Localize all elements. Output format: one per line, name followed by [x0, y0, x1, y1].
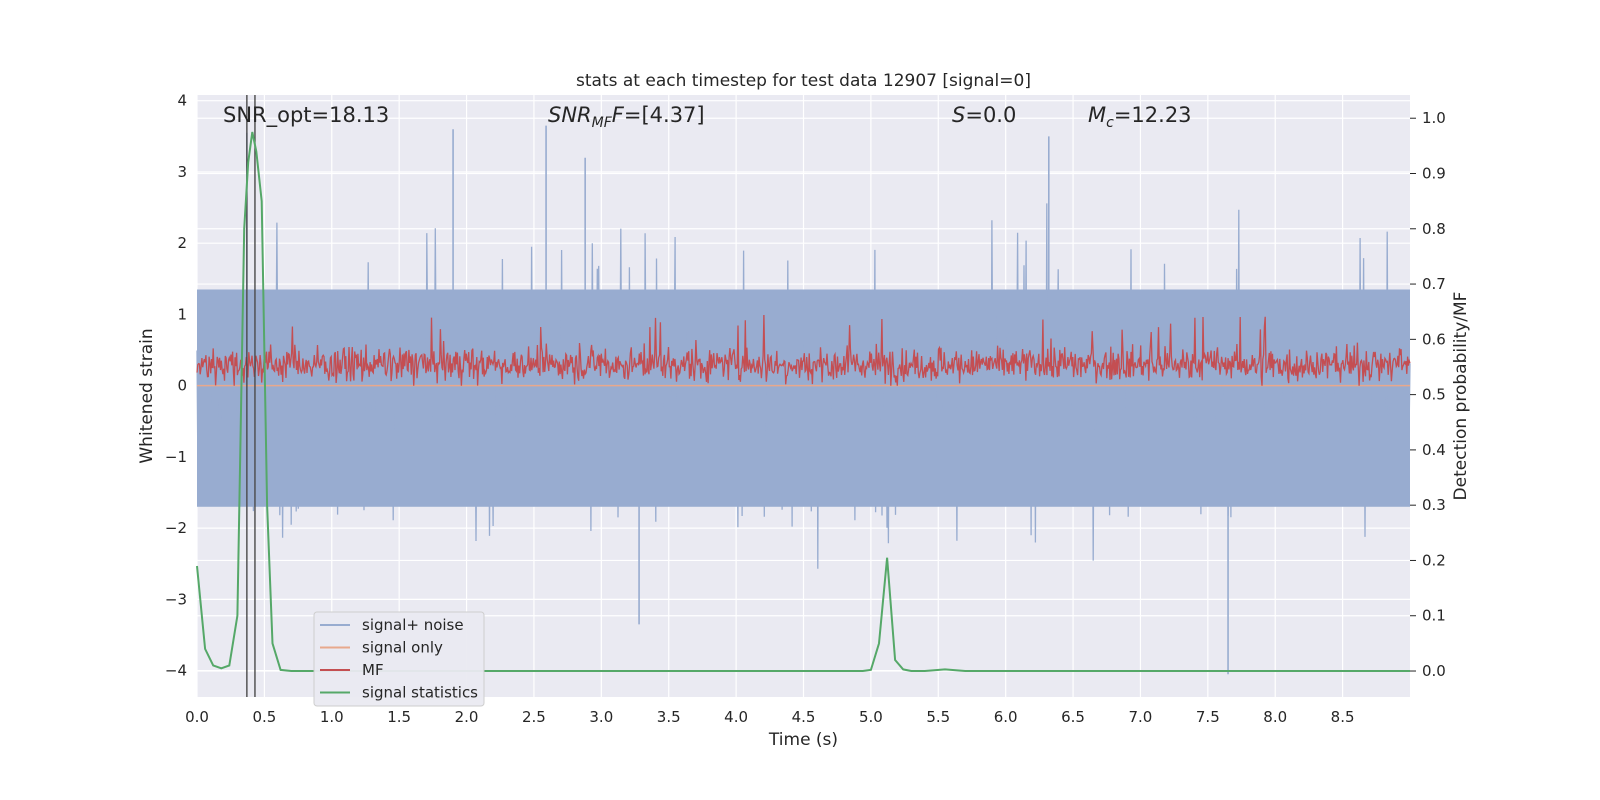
- x-tick-label: 6.5: [1061, 708, 1085, 726]
- y-tick-label: 3: [177, 163, 187, 181]
- x-tick-label: 8.5: [1331, 708, 1355, 726]
- x-tick-label: 4.5: [792, 708, 816, 726]
- legend-label: signal+ noise: [362, 616, 464, 634]
- noise-waveform: [196, 203, 1411, 569]
- y-tick-label: −1: [165, 448, 187, 466]
- annotation-snr-mf-f: F: [612, 103, 625, 127]
- annotation-statistic-value: =0.0: [965, 103, 1016, 127]
- x-tick-label: 7.5: [1196, 708, 1220, 726]
- x-tick-label: 2.5: [522, 708, 546, 726]
- x-tick-label: 4.0: [724, 708, 748, 726]
- x-tick-label: 5.5: [926, 708, 950, 726]
- y2-tick-label: 0.0: [1422, 662, 1446, 680]
- y-tick-label: 2: [177, 234, 187, 252]
- x-tick-label: 2.0: [455, 708, 479, 726]
- annotation-snr-mf-prefix: SNR: [548, 103, 592, 127]
- y2-tick-label: 0.7: [1422, 275, 1446, 293]
- y-tick-label: −4: [165, 662, 187, 680]
- legend: signal+ noise signal only MF signal statist…: [313, 611, 485, 707]
- x-tick-label: 0.5: [252, 708, 276, 726]
- y2-tick-label: 0.4: [1422, 441, 1446, 459]
- y2-tick-label: 0.9: [1422, 164, 1446, 182]
- x-axis-label: Time (s): [768, 730, 838, 750]
- mf-waveform: [196, 314, 1411, 386]
- y-tick-label: 0: [177, 377, 187, 395]
- y2-tick-label: 0.2: [1422, 551, 1446, 569]
- legend-label: signal only: [362, 639, 443, 657]
- annotation-snr-opt: SNR_opt=18.13: [223, 103, 389, 128]
- y-tick-label: −2: [165, 519, 187, 537]
- y2-axis-label: Detection probability/MF: [1451, 292, 1471, 501]
- y2-tick-label: 0.1: [1422, 607, 1446, 625]
- x-tick-label: 3.0: [589, 708, 613, 726]
- annotation-chirp-mass-sub: c: [1106, 115, 1114, 131]
- y-axis-label: Whitened strain: [137, 328, 157, 463]
- x-tick-label: 1.5: [387, 708, 411, 726]
- y2-tick-label: 0.3: [1422, 496, 1446, 514]
- annotation-chirp-mass-value: =12.23: [1114, 103, 1192, 127]
- annotation-snr-mf-value: =[4.37]: [624, 103, 705, 127]
- x-tick-label: 3.5: [657, 708, 681, 726]
- series-mf: [196, 314, 1411, 386]
- x-tick-label: 5.0: [859, 708, 883, 726]
- x-tick-label: 8.0: [1263, 708, 1287, 726]
- series-signal-noise: [196, 125, 1411, 675]
- y2-tick-label: 0.8: [1422, 220, 1446, 238]
- annotation-snr-mf: SNRMFF=[4.37]: [548, 103, 705, 131]
- x-tick-label: 1.0: [320, 708, 344, 726]
- y2-tick-label: 0.5: [1422, 386, 1446, 404]
- x-ticks: 0.0 0.5 1.0 1.5 2.0 2.5 3.0 3.5 4.0 4.5 5.0 5.5 6.0 6…: [185, 708, 1354, 726]
- annotation-chirp-mass-prefix: M: [1088, 103, 1106, 127]
- y2-tick-label: 0.6: [1422, 330, 1446, 348]
- x-tick-label: 0.0: [185, 708, 209, 726]
- y2-tick-label: 1.0: [1422, 109, 1446, 127]
- y2-ticks: 0.0 0.1 0.2 0.3 0.4 0.5 0.6 0.7 0.8 0.9 1.0: [1410, 109, 1446, 680]
- y-tick-label: 1: [177, 305, 187, 323]
- x-tick-label: 7.0: [1129, 708, 1153, 726]
- annotation-snr-mf-sub: MF: [592, 115, 613, 131]
- chart-title: stats at each timestep for test data 129…: [576, 71, 1031, 91]
- y-tick-label: 4: [177, 92, 187, 110]
- annotation-statistic: S=0.0: [952, 103, 1016, 127]
- x-tick-label: 6.0: [994, 708, 1018, 726]
- legend-box: [313, 611, 485, 707]
- annotation-statistic-prefix: S: [952, 103, 965, 127]
- y-tick-label: −3: [165, 590, 187, 608]
- legend-label: MF: [362, 661, 384, 679]
- annotation-chirp-mass: Mc=12.23: [1088, 103, 1192, 131]
- y-ticks: −4 −3 −2 −1 0 1 2 3 4: [165, 92, 187, 680]
- legend-label: signal statistics: [362, 684, 478, 702]
